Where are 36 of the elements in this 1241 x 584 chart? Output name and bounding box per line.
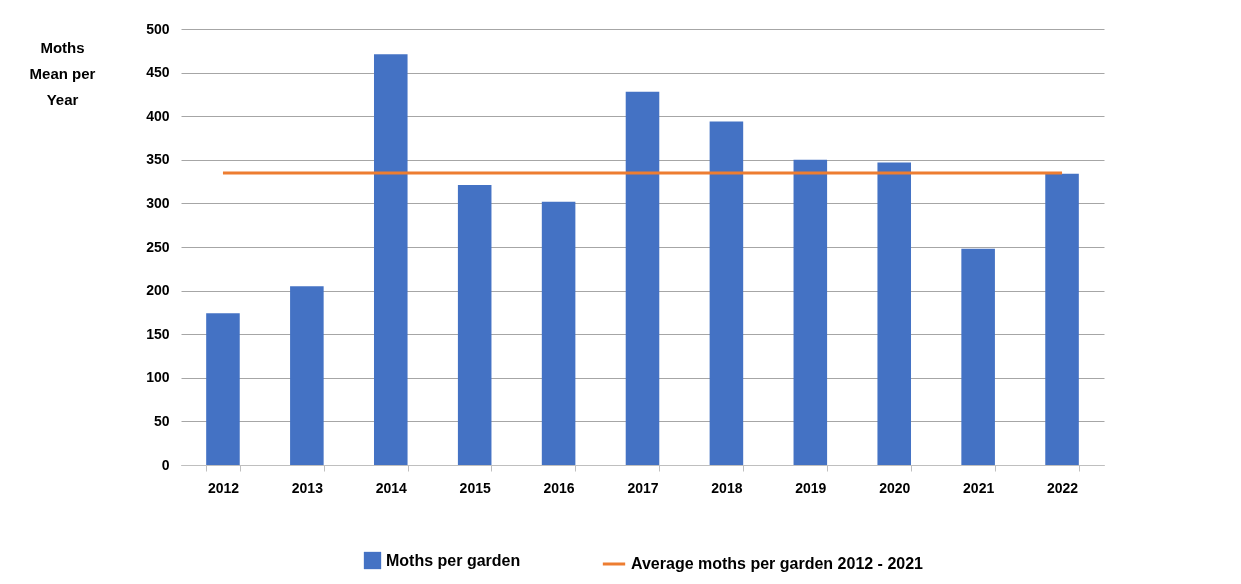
y-tick-label: 50 (153, 412, 170, 429)
bar (793, 159, 828, 465)
x-tick-label: 2018 (711, 479, 743, 496)
x-tick-label: 2015 (459, 479, 491, 496)
x-tick-label: 2014 (375, 479, 408, 496)
x-tick-label: 2016 (543, 479, 575, 496)
bar (1045, 173, 1079, 465)
x-tick-label: 2021 (963, 479, 995, 496)
x-tick-label: 2022 (1046, 479, 1079, 496)
y-tick-label: 350 (146, 151, 170, 168)
bar (290, 286, 324, 465)
y-tick-label: 200 (146, 282, 170, 299)
bar (877, 162, 912, 465)
bar (709, 121, 744, 465)
x-tick-label: 2017 (627, 479, 659, 496)
bar (206, 313, 240, 465)
bar (457, 185, 492, 465)
y-tick-label: 0 (161, 456, 170, 473)
y-tick-label: 100 (146, 369, 170, 386)
y-tick-label: 400 (146, 107, 170, 124)
x-tick-label: 2019 (795, 479, 827, 496)
bar (961, 248, 995, 465)
y-tick-label: 300 (146, 194, 170, 211)
x-tick-label: 2020 (879, 479, 911, 496)
y-tick-label: 250 (146, 238, 170, 255)
legend-label: Average moths per garden 2012 - 2021 (631, 555, 924, 572)
bar (541, 201, 576, 465)
y-tick-label: 150 (146, 325, 170, 342)
bar (373, 54, 408, 465)
legend-label: Moths per garden (386, 551, 521, 569)
y-tick-label: 500 (146, 20, 170, 37)
bar (625, 91, 660, 465)
x-tick-label: 2012 (207, 479, 240, 496)
x-tick-label: 2013 (291, 479, 324, 496)
y-axis-title: Moths Mean per Year (29, 38, 96, 108)
y-tick-label: 450 (146, 64, 170, 81)
